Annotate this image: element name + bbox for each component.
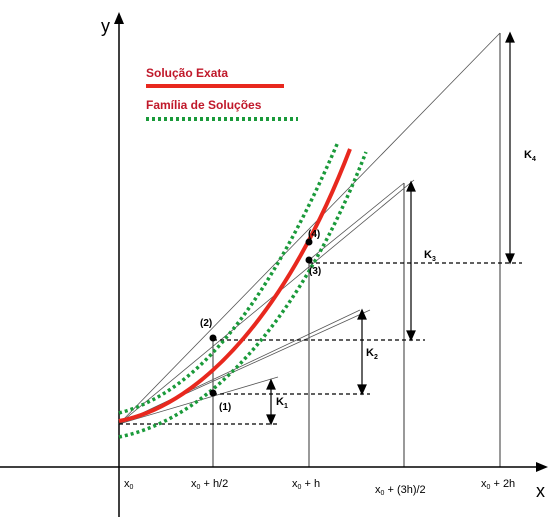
tick-x0-3h2: x0 + (3h)/2 [375, 484, 426, 497]
x-axis-label: x [536, 481, 545, 501]
point-2 [209, 334, 217, 342]
legend-family-label: Família de Soluções [146, 98, 262, 112]
dashed-levels [119, 262, 522, 425]
x-axis-arrow-icon [536, 462, 548, 472]
slope-from-3 [308, 182, 405, 261]
k3-label: K3 [424, 249, 436, 263]
family-upper-curve [118, 141, 340, 415]
point-labels: (1) (2) (3) (4) [200, 229, 321, 413]
tick-x0: x0 [124, 478, 134, 491]
y-axis-label: y [101, 16, 110, 36]
vertical-guides [212, 33, 501, 467]
x-tick-labels: x0 x0 + h/2 x0 + h x0 + (3h)/2 x0 + 2h [124, 478, 515, 497]
tick-x0-h2: x0 + h/2 [191, 478, 228, 491]
tick-x0-2h: x0 + 2h [481, 478, 515, 491]
y-axis-arrow-icon [114, 12, 124, 24]
legend-exact-label: Solução Exata [146, 66, 228, 80]
point-label-1: (1) [219, 402, 231, 413]
family-curves [118, 141, 368, 439]
legend: Solução Exata Família de Soluções [146, 66, 298, 121]
point-3 [305, 256, 313, 264]
family-lower-curve [118, 151, 368, 439]
point-1 [209, 389, 217, 397]
tick-x0-h: x0 + h [292, 478, 320, 491]
point-4 [305, 238, 313, 246]
point-label-4: (4) [308, 229, 320, 240]
slope-k3 [118, 309, 361, 425]
k4-label: K4 [524, 149, 536, 163]
k2-label: K2 [366, 347, 378, 361]
axes: y x [0, 12, 548, 517]
slope-k5 [118, 32, 501, 425]
slope-k4 [118, 179, 415, 425]
exact-solution-curve [118, 148, 352, 423]
k-arrows [266, 31, 515, 426]
slope-k1 [118, 376, 279, 425]
k1-label: K1 [276, 396, 288, 410]
points [209, 238, 313, 397]
k-labels: K1 K2 K3 K4 [276, 149, 536, 410]
point-label-2: (2) [200, 318, 212, 329]
point-label-3: (3) [309, 266, 321, 277]
